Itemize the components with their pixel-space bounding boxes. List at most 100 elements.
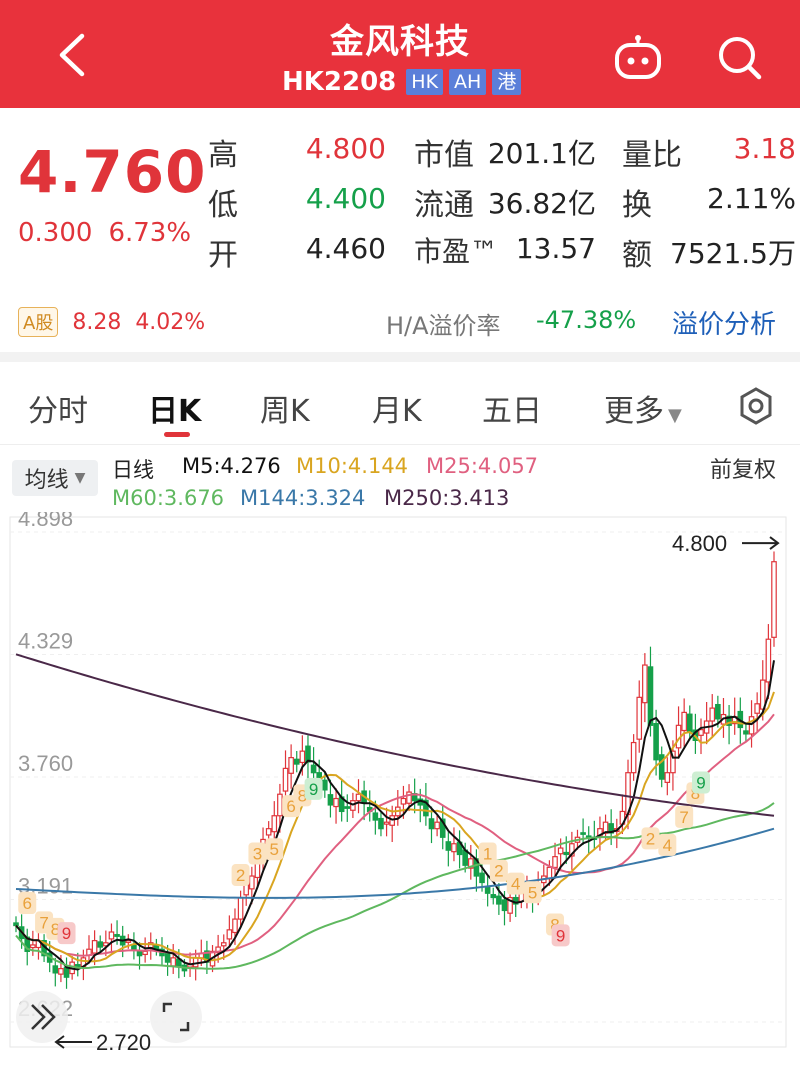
candle-body [114, 934, 120, 937]
candle-body [355, 793, 362, 802]
app-header: 金风科技 HK2208 HK AH 港 [0, 0, 800, 108]
candle-body [484, 886, 491, 894]
td-marker-label: 2 [494, 862, 503, 881]
candle-body [664, 772, 671, 783]
low-arrow-icon [54, 1035, 65, 1049]
candle-body [630, 741, 637, 774]
tag-hk-connect: 港 [492, 69, 522, 95]
candle-body [327, 794, 334, 806]
candle-body [439, 818, 446, 838]
candle-body [759, 679, 766, 710]
mktcap-label: 市值 [414, 138, 474, 173]
candle-body [496, 895, 502, 905]
candle-body [445, 841, 452, 851]
td-marker-label: 1 [483, 845, 492, 864]
back-arrow-icon[interactable] [52, 30, 92, 80]
period-label: 日线 [112, 458, 154, 482]
a-share-pct: 4.02% [135, 309, 206, 335]
high-price-marker: 4.800 [672, 531, 727, 556]
high-label: 高 [208, 138, 238, 173]
candle-body [282, 767, 289, 792]
candle-body [108, 931, 115, 940]
td-marker-label: 3 [253, 845, 262, 864]
tab-more[interactable]: 更多 ▼ [604, 386, 682, 430]
price-change-pct: 6.73% [108, 218, 192, 248]
candle-body [647, 666, 654, 726]
candle-body [754, 703, 760, 714]
candle-body [563, 851, 570, 856]
candle-body [743, 730, 749, 735]
candle-body [310, 764, 317, 774]
adjustment-mode[interactable]: 前复权 [710, 458, 777, 483]
td-marker-bg [57, 922, 76, 945]
price-change-row: 0.300 6.73% [18, 218, 207, 248]
td-marker-label: 9 [309, 780, 318, 799]
candle-body [372, 812, 379, 821]
candle-body [125, 940, 132, 943]
ma-selector-button[interactable]: 均线 ▼ [12, 460, 98, 496]
collapse-button[interactable] [16, 991, 68, 1043]
settings-gear-icon[interactable] [736, 386, 776, 426]
candle-body [97, 941, 104, 948]
quote-panel: 4.760 0.300 6.73% 高 4.800 低 4.400 开 4.460… [0, 108, 800, 288]
tab-bottom-line [0, 444, 800, 445]
price-change: 0.300 [18, 218, 93, 248]
last-price: 4.760 [18, 138, 207, 206]
amount-value: 7521.5万 [670, 237, 796, 270]
candle-body [30, 944, 36, 949]
candle-body [771, 561, 777, 638]
float-value: 36.82亿 [487, 187, 596, 220]
candle-body [501, 899, 508, 912]
tab-daily-k[interactable]: 日K [148, 394, 202, 429]
td-marker-bg [551, 924, 570, 947]
section-divider [0, 352, 800, 362]
high-arrow-icon [769, 536, 780, 550]
td-marker-bg [248, 842, 267, 865]
td-marker-label: 5 [270, 840, 279, 859]
chart-tabs: 分时 日K 周K 月K 五日 更多 ▼ [0, 364, 800, 444]
pe-label: 市盈™ [414, 235, 499, 268]
candle-body [293, 758, 300, 765]
candle-body [299, 750, 306, 764]
td-marker-label: 4 [663, 836, 672, 855]
robot-assistant-icon[interactable] [612, 34, 664, 82]
tab-weekly-k[interactable]: 周K [260, 394, 310, 429]
candle-body [383, 821, 390, 825]
td-marker-bg [692, 771, 711, 794]
candle-body [434, 821, 440, 830]
float-label: 流通 [414, 188, 474, 223]
ma60-line [15, 802, 775, 970]
ma144-line [15, 827, 775, 899]
candle-body [400, 797, 407, 805]
candle-body [636, 696, 643, 740]
td-marker-label: 9 [696, 773, 705, 792]
td-marker-label: 8 [691, 784, 700, 803]
search-icon[interactable] [714, 34, 766, 82]
stock-code-row: HK2208 HK AH 港 [282, 66, 522, 98]
a-share-row[interactable]: A股 8.28 4.02% [18, 306, 205, 338]
candle-body [52, 965, 59, 974]
candle-body [305, 745, 311, 763]
candle-body [698, 729, 704, 736]
candle-body [686, 713, 693, 733]
tab-monthly-k[interactable]: 月K [372, 394, 422, 429]
kline-chart[interactable]: 4.8984.3293.7603.1912.622678923568912458… [0, 506, 800, 1064]
tag-ah: AH [449, 69, 487, 95]
td-marker-bg [658, 833, 677, 856]
tab-intraday[interactable]: 分时 [28, 394, 88, 429]
open-label: 开 [208, 238, 238, 273]
fullscreen-button[interactable] [150, 991, 202, 1043]
candle-body [490, 894, 497, 899]
kline-chart-svg[interactable]: 4.8984.3293.7603.1912.622678923568912458… [0, 506, 800, 1064]
a-share-badge: A股 [18, 307, 59, 337]
candle-body [243, 884, 250, 896]
tab-five-day[interactable]: 五日 [482, 394, 542, 429]
y-tick-label: 4.898 [18, 512, 73, 531]
ma10-value: M10:4.144 [296, 454, 409, 478]
ma5-line [15, 660, 775, 971]
amount-label: 额 [622, 238, 652, 273]
td-marker-label: 7 [679, 808, 688, 827]
high-value: 4.800 [305, 132, 386, 165]
low-label: 低 [208, 188, 238, 223]
premium-analysis-link[interactable]: 溢价分析 [672, 310, 777, 340]
